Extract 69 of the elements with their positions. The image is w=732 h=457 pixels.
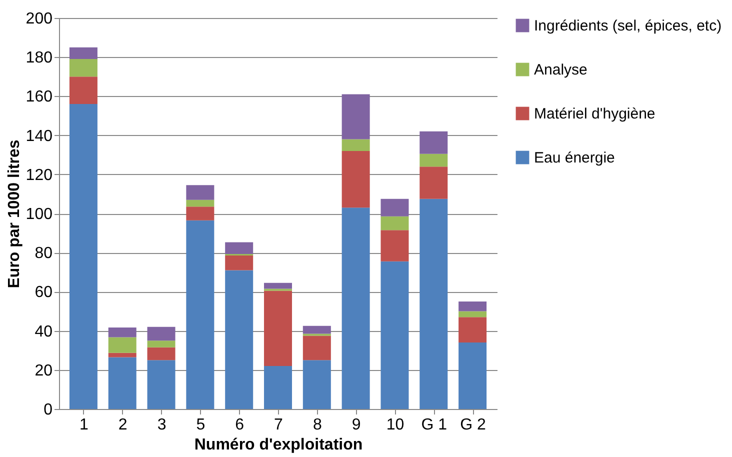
- bar: [147, 340, 176, 348]
- bar: [108, 337, 136, 353]
- y-tick-label: 80: [34, 245, 53, 262]
- bar: [225, 270, 254, 409]
- bar: [147, 326, 176, 341]
- bar: [380, 216, 409, 230]
- x-tick-label: 5: [196, 416, 206, 434]
- x-tick-label: 9: [352, 416, 361, 434]
- bar: [420, 198, 448, 409]
- bar: [420, 131, 448, 154]
- bar: [302, 360, 331, 409]
- legend-label: Ingrédients (sel, épices, etc): [534, 18, 722, 34]
- x-axis-title: Numéro d'exploitation: [194, 436, 363, 454]
- y-tick-label: 160: [26, 88, 53, 106]
- bar: [342, 150, 370, 208]
- bar: [108, 327, 136, 338]
- bar: [420, 166, 448, 199]
- y-tick-label: 140: [26, 128, 53, 145]
- y-tick-label: 0: [44, 402, 53, 418]
- bar: [458, 342, 487, 409]
- bar: [264, 366, 292, 409]
- y-tick-label: 180: [26, 50, 53, 67]
- y-tick-label: 100: [26, 206, 53, 223]
- bar: [302, 326, 331, 334]
- legend-label: Analyse: [534, 62, 588, 78]
- x-tick-label: 8: [312, 416, 322, 434]
- bar: [264, 282, 292, 289]
- legend-label: Matériel d'hygiène: [534, 106, 656, 122]
- bar: [147, 360, 176, 409]
- bar: [69, 104, 98, 409]
- bar: [458, 317, 487, 343]
- bar: [420, 154, 448, 167]
- bar: [225, 256, 254, 270]
- bar: [225, 242, 254, 254]
- y-tick-label: 200: [26, 10, 53, 28]
- bar: [302, 336, 331, 360]
- bar: [69, 59, 98, 77]
- bar: [380, 230, 409, 262]
- y-axis-title: Euro par 1000 litres: [6, 140, 23, 288]
- bar: [458, 311, 487, 318]
- x-tick-label: 1: [80, 416, 88, 434]
- y-tick-label: 20: [34, 362, 53, 380]
- bar: [69, 47, 98, 60]
- x-tick-label: 3: [157, 416, 166, 434]
- x-tick-label: G 1: [421, 416, 448, 434]
- bar: [186, 200, 214, 207]
- bar: [342, 139, 370, 151]
- bar: [380, 198, 409, 216]
- bar: [186, 206, 214, 220]
- y-tick-label: 40: [34, 323, 53, 340]
- bar: [69, 76, 98, 104]
- bar: [108, 352, 136, 358]
- bar: [342, 208, 370, 409]
- y-tick-label: 60: [34, 284, 53, 302]
- legend-label: Eau énergie: [534, 150, 615, 166]
- x-tick-label: 6: [235, 416, 244, 434]
- bar: [342, 94, 370, 140]
- bar: [147, 347, 176, 360]
- bar: [458, 301, 487, 312]
- bar: [186, 220, 214, 409]
- bar: [186, 185, 214, 200]
- x-tick-label: 10: [386, 416, 404, 434]
- bar: [108, 357, 136, 409]
- bar: [264, 290, 292, 366]
- bar: [380, 261, 409, 409]
- x-tick-label: 2: [118, 416, 128, 434]
- x-tick-label: 7: [274, 416, 284, 434]
- x-tick-label: G 2: [460, 416, 486, 434]
- y-tick-label: 120: [26, 166, 53, 184]
